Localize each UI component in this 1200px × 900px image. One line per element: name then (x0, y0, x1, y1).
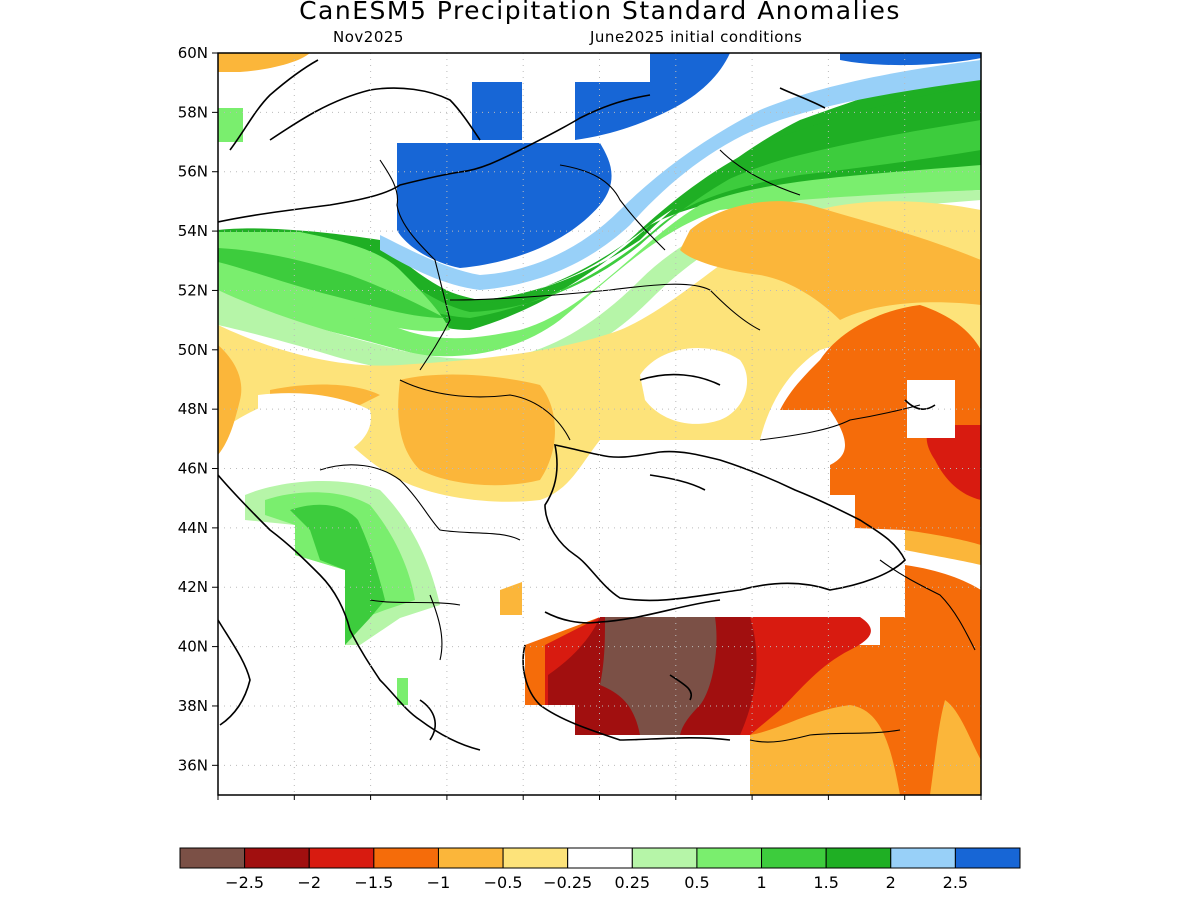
lat-tick-label: 44N (178, 519, 208, 537)
anatolia-yellow-sw (750, 700, 981, 795)
gridlines (218, 53, 981, 795)
coastlines (218, 59, 936, 751)
north-light-blue (380, 60, 981, 290)
north-dark-green (380, 85, 981, 305)
legend-label: −2 (297, 873, 321, 892)
lat-tick-label: 58N (178, 103, 208, 121)
greece-green-patch (397, 678, 408, 705)
legend-swatch (179, 847, 246, 869)
legend-swatch (373, 847, 439, 869)
legend-label: 1 (756, 873, 766, 892)
legend-label: −2.5 (225, 873, 264, 892)
legend-swatch (890, 847, 956, 869)
crimea-white (907, 380, 955, 438)
lat-tick-label: 56N (178, 163, 208, 181)
caucasus-red (926, 425, 981, 500)
russia-orange (680, 201, 981, 320)
balkan-mid-green (290, 504, 385, 645)
lat-tick-label: 52N (178, 281, 208, 299)
legend-swatch (308, 847, 375, 869)
lat-tick-label: 48N (178, 400, 208, 418)
legend-boxes (179, 847, 1021, 869)
west-orange (218, 345, 242, 455)
legend-swatch (502, 847, 569, 869)
legend-label: −0.25 (543, 873, 592, 892)
legend-label: 0.25 (614, 873, 650, 892)
initial-conditions: June2025 initial conditions (590, 28, 803, 46)
legend-swatch (696, 847, 763, 869)
legend-label: −1 (427, 873, 451, 892)
borders (319, 149, 976, 743)
legend-label: 2 (886, 873, 896, 892)
northwest-green-patch (218, 108, 243, 142)
legend-swatch (567, 847, 633, 869)
lat-tick-label: 50N (178, 341, 208, 359)
legend-swatch (825, 847, 892, 869)
legend-swatch (761, 847, 827, 869)
south-russia-dark-orange (780, 305, 981, 550)
legend-label: −1.5 (354, 873, 393, 892)
legend-label: 2.5 (943, 873, 968, 892)
north-green-band (218, 60, 981, 330)
anomaly-map: 60N58N56N54N52N50N48N46N44N42N40N38N36N … (178, 44, 982, 800)
north-medium-green (218, 105, 981, 318)
bulgaria-orange (500, 582, 522, 615)
anomaly-fields (218, 53, 981, 795)
forecast-month: Nov2025 (333, 28, 404, 46)
legend-labels: −2.5 −2 −1.5 −1 −0.5 −0.25 0.25 0.5 1 1.5 2 2.5 (225, 873, 968, 892)
northeast-blue (840, 53, 981, 66)
northwest-orange (218, 53, 310, 72)
lat-tick-label: 54N (178, 222, 208, 240)
central-anatolia-brown (600, 617, 717, 735)
hungary-white (258, 393, 371, 459)
legend-label: 0.5 (684, 873, 709, 892)
caspian-orange (905, 530, 981, 565)
ukraine-white (640, 348, 748, 424)
lat-tick-label: 36N (178, 756, 208, 774)
lat-tick-label: 42N (178, 578, 208, 596)
longitude-axis: 15E18E21E24E27E30E33E36E39E42E45E (217, 795, 982, 800)
legend-swatch (954, 847, 1021, 869)
lat-tick-label: 40N (178, 638, 208, 656)
map-title: CanESM5 Precipitation Standard Anomalies (299, 0, 901, 25)
lat-tick-label: 38N (178, 697, 208, 715)
legend-label: 1.5 (813, 873, 838, 892)
lat-tick-label: 60N (178, 44, 208, 62)
lat-tick-label: 46N (178, 460, 208, 478)
baltic-blue (472, 53, 730, 140)
latitude-axis: 60N 58N 56N 54N 52N 50N 48N 46N 44N 42N 40N 38N 36N (178, 44, 218, 774)
poland-mid-green (218, 248, 445, 318)
legend-label: −0.5 (484, 873, 523, 892)
legend-swatch (437, 847, 504, 869)
legend-swatch (244, 847, 310, 869)
north-bright-green (218, 165, 981, 357)
legend-swatch (631, 847, 698, 869)
